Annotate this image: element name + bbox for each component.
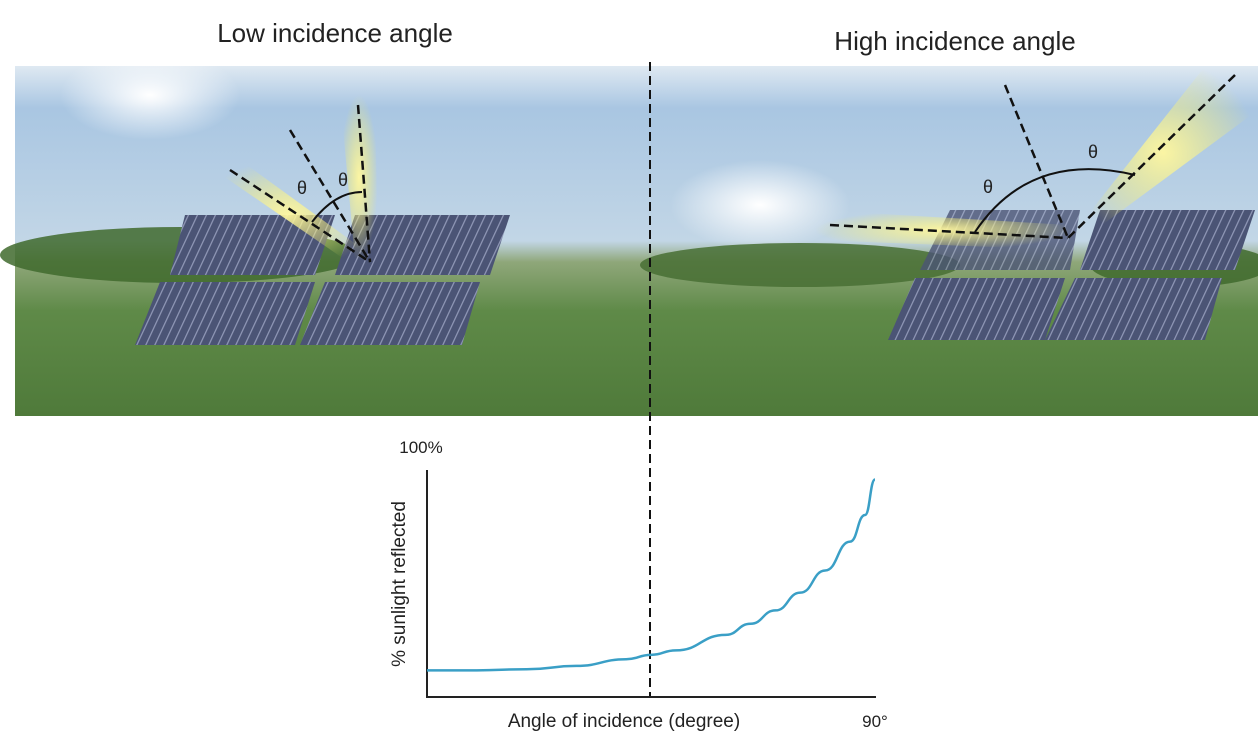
angle-label: θ: [338, 170, 348, 190]
y-tick-label: 100%: [399, 438, 442, 457]
scene: [0, 50, 1258, 416]
diagram: Low incidence angle High incidence angle: [0, 0, 1258, 733]
page: {"panels": [ {"title": "Low incidence an…: [0, 0, 1258, 733]
angle-label: θ: [297, 178, 307, 198]
angle-label: θ: [1088, 142, 1098, 162]
panel-title: High incidence angle: [834, 26, 1075, 56]
y-axis-label: % sunlight reflected: [389, 501, 410, 667]
x-axis-label: Angle of incidence (degree): [508, 711, 740, 732]
angle-label: θ: [983, 177, 993, 197]
panel-title: Low incidence angle: [217, 18, 453, 48]
x-tick-label: 90°: [862, 712, 888, 731]
